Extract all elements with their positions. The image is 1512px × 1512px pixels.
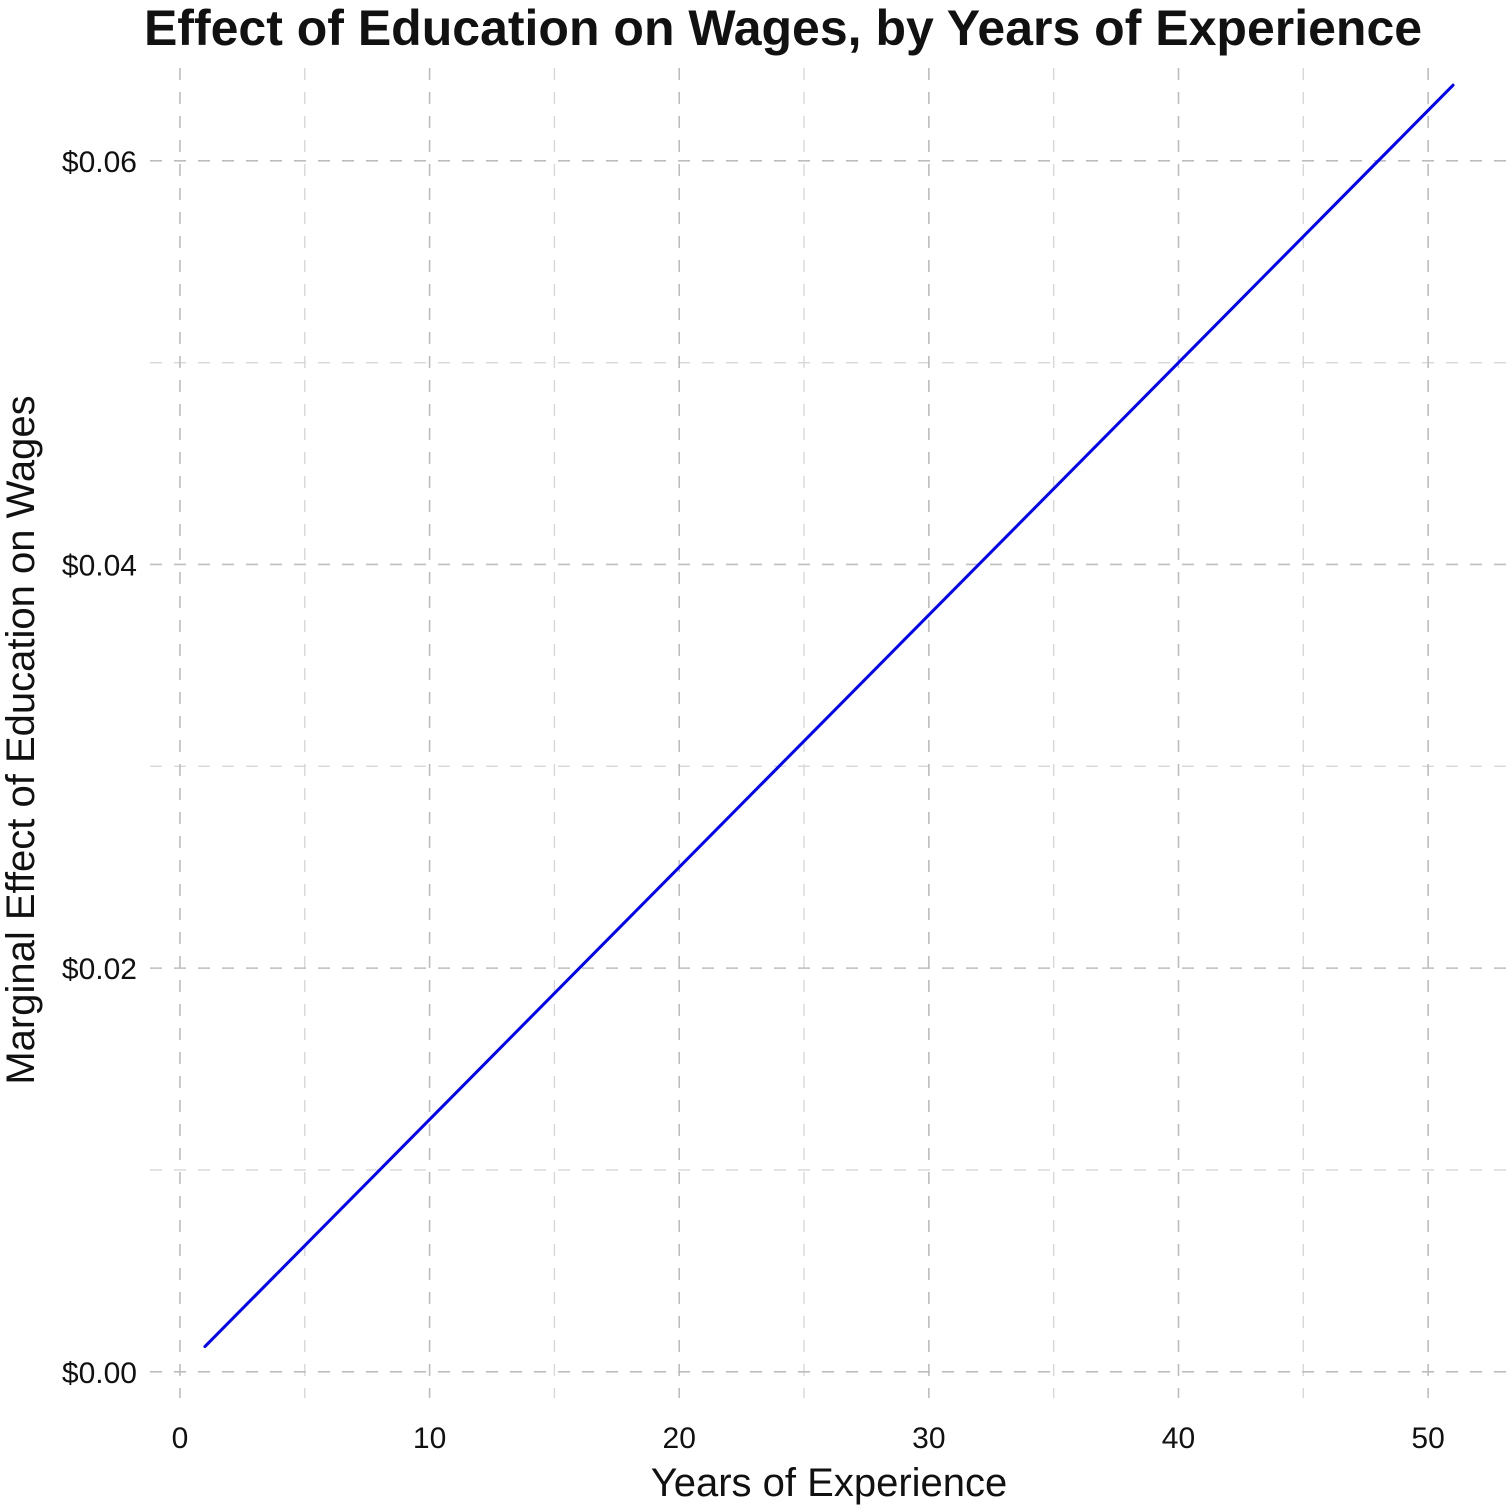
x-tick-label: 30 bbox=[912, 1422, 945, 1455]
gridlines bbox=[150, 68, 1508, 1398]
chart-title: Effect of Education on Wages, by Years o… bbox=[144, 0, 1422, 56]
y-axis-title: Marginal Effect of Education on Wages bbox=[0, 395, 43, 1084]
y-tick-label: $0.04 bbox=[62, 549, 137, 582]
x-tick-label: 50 bbox=[1411, 1422, 1444, 1455]
y-tick-label: $0.00 bbox=[62, 1357, 137, 1390]
y-tick-label: $0.06 bbox=[62, 146, 137, 179]
x-tick-label: 40 bbox=[1162, 1422, 1195, 1455]
x-axis-title: Years of Experience bbox=[651, 1461, 1008, 1505]
x-axis-ticks: 0 10 20 30 40 50 bbox=[172, 1422, 1445, 1455]
x-tick-label: 20 bbox=[663, 1422, 696, 1455]
y-axis-ticks: $0.00 $0.02 $0.04 $0.06 bbox=[62, 146, 137, 1390]
x-tick-label: 10 bbox=[413, 1422, 446, 1455]
y-tick-label: $0.02 bbox=[62, 953, 137, 986]
x-tick-label: 0 bbox=[172, 1422, 189, 1455]
data-series bbox=[203, 83, 1455, 1349]
series-line bbox=[203, 83, 1455, 1349]
